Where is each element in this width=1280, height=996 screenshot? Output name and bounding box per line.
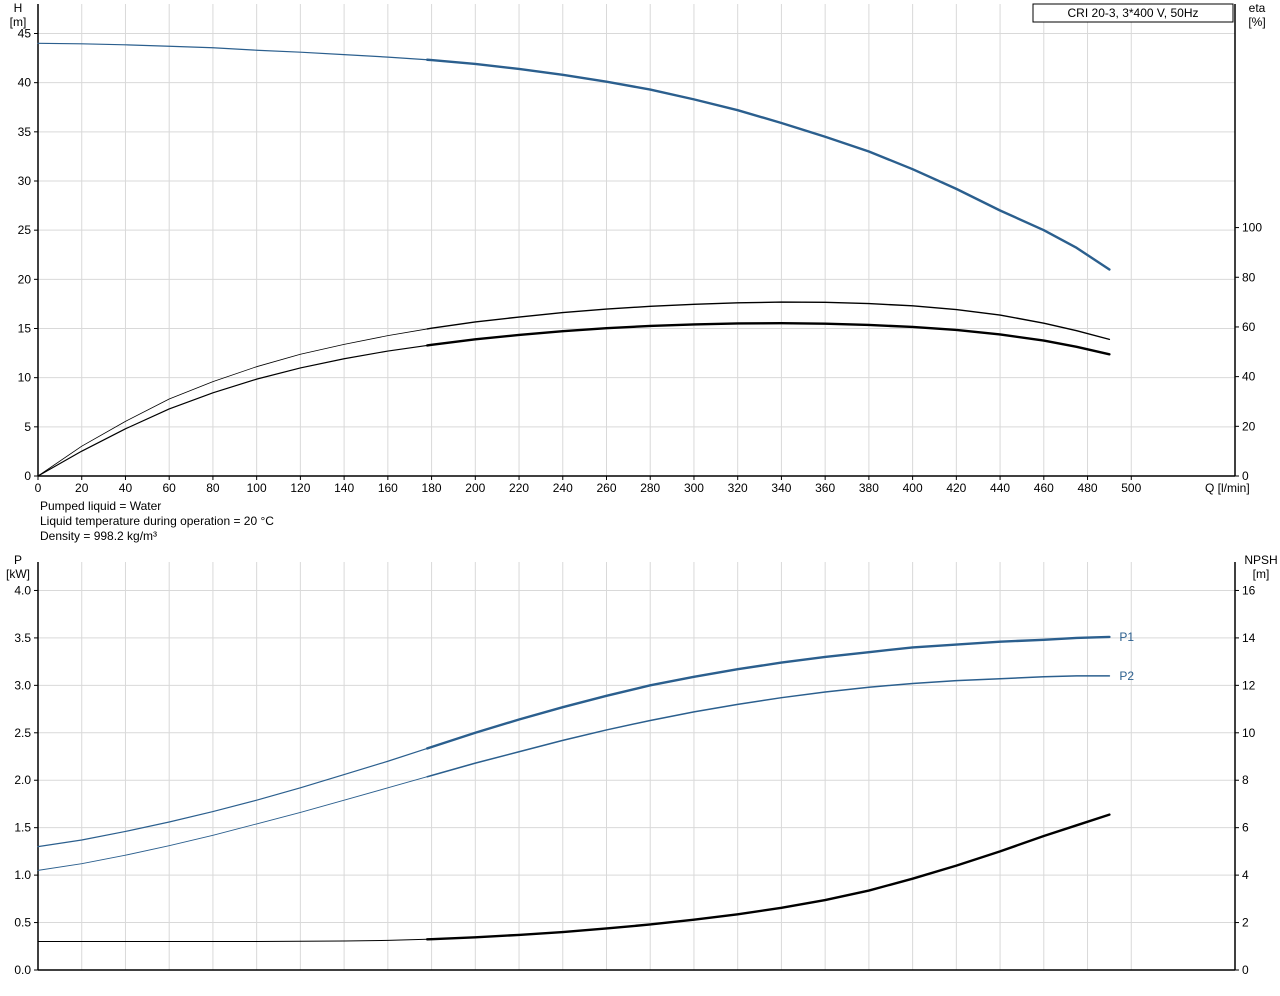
svg-text:160: 160 [378, 481, 398, 495]
svg-text:1.0: 1.0 [14, 868, 31, 882]
chart1-eta2-curve [38, 323, 1109, 476]
svg-text:0: 0 [24, 469, 31, 483]
svg-text:460: 460 [1034, 481, 1054, 495]
svg-text:35: 35 [18, 125, 32, 139]
svg-text:20: 20 [18, 272, 32, 286]
svg-text:40: 40 [1242, 370, 1256, 384]
svg-text:0.0: 0.0 [14, 963, 31, 977]
p2-series-label: P2 [1119, 669, 1134, 683]
svg-text:Density = 998.2 kg/m³: Density = 998.2 kg/m³ [40, 529, 157, 543]
svg-text:0.5: 0.5 [14, 916, 31, 930]
p1-series-label: P1 [1119, 630, 1134, 644]
svg-text:20: 20 [75, 481, 89, 495]
svg-text:100: 100 [1242, 221, 1262, 235]
svg-text:180: 180 [422, 481, 442, 495]
svg-text:Q [l/min]: Q [l/min] [1205, 481, 1250, 495]
svg-text:NPSH: NPSH [1244, 553, 1277, 567]
svg-text:480: 480 [1078, 481, 1098, 495]
svg-text:240: 240 [553, 481, 573, 495]
title-box: CRI 20-3, 3*400 V, 50Hz [1033, 4, 1233, 22]
svg-text:[kW]: [kW] [6, 567, 30, 581]
svg-text:60: 60 [1242, 320, 1256, 334]
svg-text:40: 40 [119, 481, 133, 495]
svg-text:[%]: [%] [1248, 15, 1265, 29]
chart2-grid [38, 562, 1235, 970]
svg-text:4: 4 [1242, 868, 1249, 882]
svg-text:400: 400 [903, 481, 923, 495]
svg-text:80: 80 [206, 481, 220, 495]
svg-text:2: 2 [1242, 916, 1249, 930]
chart1-grid [38, 4, 1235, 476]
svg-text:1.5: 1.5 [14, 821, 31, 835]
svg-text:2.5: 2.5 [14, 726, 31, 740]
svg-text:20: 20 [1242, 419, 1256, 433]
svg-text:360: 360 [815, 481, 835, 495]
svg-text:3.0: 3.0 [14, 678, 31, 692]
svg-text:420: 420 [946, 481, 966, 495]
svg-text:0: 0 [35, 481, 42, 495]
svg-text:40: 40 [18, 76, 32, 90]
svg-text:4.0: 4.0 [14, 583, 31, 597]
svg-text:25: 25 [18, 223, 32, 237]
svg-text:CRI 20-3, 3*400 V, 50Hz: CRI 20-3, 3*400 V, 50Hz [1068, 6, 1199, 20]
svg-text:Pumped liquid = Water: Pumped liquid = Water [40, 499, 161, 513]
svg-text:16: 16 [1242, 583, 1256, 597]
svg-text:380: 380 [859, 481, 879, 495]
svg-text:5: 5 [24, 420, 31, 434]
chart2-axes: 0.0 0.5 1.0 1.5 2.0 2.5 3.0 3.5 4.0 P[kW] 0 2 4 6 8 10 1… [6, 553, 1278, 977]
svg-text:[m]: [m] [1253, 567, 1270, 581]
svg-text:320: 320 [728, 481, 748, 495]
svg-text:60: 60 [163, 481, 177, 495]
svg-text:10: 10 [18, 371, 32, 385]
svg-text:12: 12 [1242, 678, 1256, 692]
svg-text:30: 30 [18, 174, 32, 188]
svg-text:260: 260 [596, 481, 616, 495]
svg-text:10: 10 [1242, 726, 1256, 740]
svg-text:Liquid temperature during oper: Liquid temperature during operation = 20… [40, 514, 274, 528]
svg-text:0: 0 [1242, 469, 1249, 483]
info-text-block: Pumped liquid = WaterLiquid temperature … [40, 499, 274, 543]
svg-text:100: 100 [247, 481, 267, 495]
svg-text:280: 280 [640, 481, 660, 495]
svg-text:3.5: 3.5 [14, 631, 31, 645]
svg-text:140: 140 [334, 481, 354, 495]
chart1-head-curve [38, 43, 1109, 269]
svg-text:6: 6 [1242, 821, 1249, 835]
svg-text:P: P [14, 553, 22, 567]
svg-text:300: 300 [684, 481, 704, 495]
svg-text:8: 8 [1242, 773, 1249, 787]
svg-text:H: H [14, 1, 23, 15]
svg-text:120: 120 [290, 481, 310, 495]
svg-text:eta: eta [1249, 1, 1266, 15]
svg-text:[m]: [m] [10, 15, 27, 29]
svg-text:220: 220 [509, 481, 529, 495]
chart2-p1-curve [38, 637, 1109, 847]
svg-text:14: 14 [1242, 631, 1256, 645]
svg-text:0: 0 [1242, 963, 1249, 977]
svg-text:340: 340 [771, 481, 791, 495]
svg-text:200: 200 [465, 481, 485, 495]
svg-text:500: 500 [1121, 481, 1141, 495]
svg-text:15: 15 [18, 322, 32, 336]
svg-text:2.0: 2.0 [14, 773, 31, 787]
svg-text:440: 440 [990, 481, 1010, 495]
svg-text:80: 80 [1242, 270, 1256, 284]
